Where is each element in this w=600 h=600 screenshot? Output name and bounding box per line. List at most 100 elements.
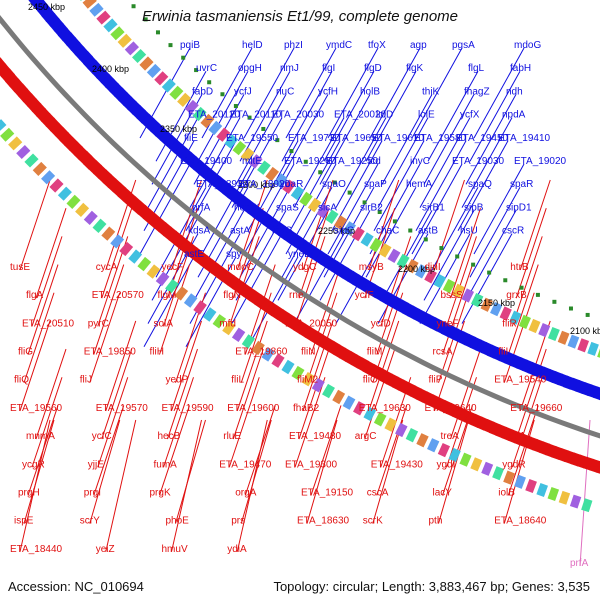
- reverse-gene-label: fhaB2: [293, 403, 320, 414]
- cog-block: [139, 56, 154, 71]
- leader-line: [450, 208, 481, 299]
- cog-block: [232, 140, 247, 156]
- leader-line: [465, 210, 517, 301]
- forward-gene-label: phzI: [284, 40, 303, 51]
- reverse-gene: [205, 259, 219, 274]
- reverse-gene-label: lacY: [433, 487, 453, 498]
- leader-line: [23, 292, 55, 383]
- leader-line: [139, 163, 191, 255]
- leader-line: [89, 292, 121, 383]
- leader-line: [298, 348, 330, 440]
- leader-line: [240, 419, 272, 524]
- reverse-gene: [0, 58, 7, 73]
- forward-gene-label: ETA_18930: [196, 179, 249, 190]
- cog-block: [32, 161, 47, 176]
- reverse-gene-label: fliM: [367, 347, 383, 358]
- leader-line: [277, 94, 329, 185]
- reverse-gene: [210, 263, 225, 278]
- cog-block: [459, 452, 472, 467]
- reverse-gene: [270, 305, 285, 320]
- forward-gene-label: ETA_18920: [238, 179, 291, 190]
- cog-block: [316, 203, 330, 219]
- gc-tick: [207, 80, 212, 85]
- cog-block: [132, 48, 147, 64]
- cog-block: [241, 334, 256, 349]
- forward-gene-label: thiK: [422, 86, 440, 97]
- reverse-gene-label: cscA: [367, 487, 389, 498]
- leader-line: [159, 405, 190, 496]
- cog-block: [291, 365, 305, 381]
- cog-block: [301, 371, 315, 387]
- cog-block: [518, 314, 531, 329]
- reverse-gene: [232, 278, 246, 294]
- forward-gene: [407, 305, 420, 320]
- reverse-gene: [385, 373, 399, 388]
- cog-block: [117, 33, 132, 48]
- forward-gene: [498, 349, 511, 364]
- forward-gene-label: icd: [368, 156, 381, 167]
- cog-block: [169, 85, 184, 100]
- gene-tracks: [0, 0, 600, 513]
- reverse-gene: [495, 424, 508, 439]
- forward-gene: [475, 339, 488, 354]
- cog-block: [587, 341, 599, 356]
- reverse-gene-label: ETA_19300: [285, 459, 338, 470]
- reverse-gene: [4, 73, 20, 88]
- forward-gene-label: ETA_19400: [180, 156, 233, 167]
- cog-block: [452, 283, 465, 298]
- forward-gene: [486, 344, 500, 359]
- leader-line: [235, 94, 287, 185]
- gc-tick: [347, 190, 352, 195]
- reverse-gene: [248, 290, 262, 305]
- forward-gene: [330, 260, 344, 276]
- cog-block: [124, 41, 140, 56]
- reverse-gene: [221, 271, 235, 286]
- cog-block: [405, 428, 419, 443]
- reverse-gene-label: ETA_19850: [84, 347, 137, 358]
- forward-gene: [87, 60, 102, 75]
- forward-gene-label: astB: [418, 226, 438, 237]
- cog-block: [528, 318, 541, 334]
- cog-block: [424, 269, 437, 284]
- leader-line: [306, 419, 338, 524]
- cog-block: [470, 457, 483, 472]
- leader-line: [23, 419, 55, 524]
- reverse-gene: [476, 416, 489, 431]
- reverse-gene: [333, 344, 347, 359]
- leader-line: [507, 405, 539, 496]
- leader-line: [427, 186, 479, 278]
- leader-line: [293, 233, 345, 324]
- reverse-gene-label: yecF: [162, 262, 184, 273]
- leader-line: [155, 186, 207, 278]
- reverse-gene: [380, 370, 393, 385]
- forward-gene-label: ETA_20030: [272, 110, 325, 121]
- forward-gene: [521, 359, 534, 374]
- leader-line: [193, 210, 245, 301]
- cog-block: [193, 300, 207, 315]
- forward-gene: [145, 118, 160, 133]
- leader-line: [97, 377, 129, 468]
- forward-gene-label: ETA_19020: [514, 156, 567, 167]
- reverse-gene: [415, 388, 429, 403]
- leader-line: [323, 70, 375, 162]
- reverse-gene-label: iolB: [498, 487, 515, 498]
- cog-block: [251, 340, 265, 356]
- reverse-gene: [132, 200, 147, 215]
- reverse-gene-label: phoE: [166, 516, 190, 527]
- label-leader-lines: [19, 47, 591, 567]
- forward-gene-label: holB: [360, 86, 380, 97]
- forward-gene: [257, 210, 271, 226]
- forward-gene: [118, 91, 133, 106]
- reverse-gene-label: mnmA: [26, 431, 55, 442]
- forward-gene: [127, 100, 142, 115]
- cog-block: [405, 259, 419, 274]
- reverse-gene-label: ygdR: [502, 459, 525, 470]
- cog-block: [581, 498, 593, 513]
- forward-gene: [29, 0, 44, 8]
- forward-gene-label: ETA_19610: [372, 133, 425, 144]
- reverse-gene: [189, 247, 203, 262]
- forward-gene: [346, 270, 360, 286]
- forward-gene-label: astA: [230, 226, 250, 237]
- reverse-gene: [445, 402, 459, 418]
- reverse-gene-label: fliJ: [80, 375, 92, 386]
